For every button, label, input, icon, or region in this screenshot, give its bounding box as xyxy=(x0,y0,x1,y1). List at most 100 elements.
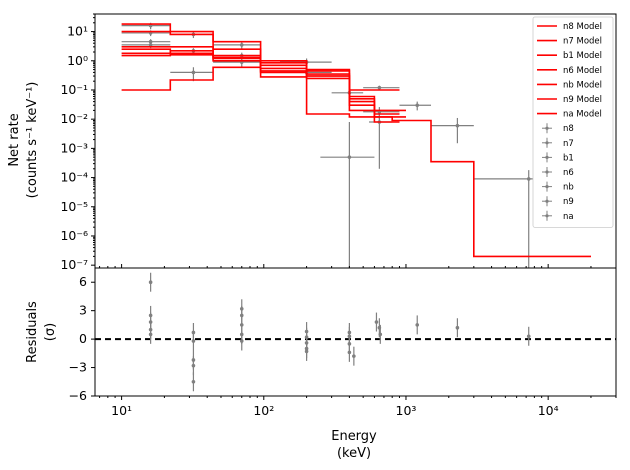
residual-point xyxy=(415,315,420,335)
top-ytick-label: 10⁰ xyxy=(67,53,88,68)
legend-data-marker xyxy=(545,214,549,218)
top-ytick-label: 10⁻⁶ xyxy=(60,228,88,243)
top-ytick-label: 10¹ xyxy=(67,24,88,39)
top-plot-area xyxy=(121,22,591,268)
legend-model-label: nb Model xyxy=(563,80,602,90)
residual-point xyxy=(191,331,196,351)
residual-point xyxy=(191,372,196,392)
data-point-marker xyxy=(526,177,531,181)
residual-point xyxy=(455,318,460,338)
bottom-ytick-label: −6 xyxy=(69,388,87,403)
data-point-marker xyxy=(347,155,352,159)
residual-marker xyxy=(148,332,153,337)
residual-point xyxy=(239,331,244,351)
legend-data-marker xyxy=(545,155,549,159)
bottom-ylabel-unit: (σ) xyxy=(43,323,58,341)
bottom-frame xyxy=(94,267,617,397)
model-line xyxy=(121,46,400,123)
data-point-marker xyxy=(148,39,153,44)
legend-model-label: n7 Model xyxy=(563,37,602,47)
top-ytick-label: 10⁻¹ xyxy=(60,82,88,97)
residual-marker xyxy=(378,332,383,337)
legend-box xyxy=(532,16,614,228)
xlabel: Energy xyxy=(331,429,377,444)
residual-marker xyxy=(148,280,153,285)
residuals-panel: 10¹ 10² 10³ 10⁴ −6 −3 0 3 6 xyxy=(69,267,617,418)
residual-point xyxy=(526,326,531,346)
data-point xyxy=(213,41,261,50)
bottom-ylabel: Residuals xyxy=(25,301,40,363)
legend-data-marker xyxy=(545,199,549,203)
legend-data-label: n7 xyxy=(563,139,574,149)
legend-data-label: na xyxy=(563,212,574,222)
residual-point xyxy=(304,341,309,361)
legend-data-marker xyxy=(545,126,549,130)
data-point-marker xyxy=(415,103,420,108)
xtick-label: 10⁴ xyxy=(538,403,559,418)
legend-model-label: n9 Model xyxy=(563,95,602,105)
legend-data-marker xyxy=(545,141,549,145)
xlabel-unit: (keV) xyxy=(337,446,371,461)
top-ytick-label: 10⁻⁴ xyxy=(60,170,88,185)
bottom-ytick-label: −3 xyxy=(69,360,87,375)
residual-marker xyxy=(352,354,356,358)
data-point xyxy=(213,58,261,68)
bottom-ytick-label: 6 xyxy=(79,274,87,289)
xtick-label: 10¹ xyxy=(111,403,132,418)
residual-marker xyxy=(455,325,460,330)
top-ylabel: Net rate xyxy=(7,113,22,166)
residual-marker xyxy=(191,363,196,368)
legend-data-marker xyxy=(545,185,549,189)
legend-data-label: n8 xyxy=(563,124,574,134)
bottom-ytick-label: 3 xyxy=(79,303,87,318)
data-point xyxy=(121,39,171,45)
residual-point xyxy=(148,324,153,344)
residual-marker xyxy=(415,323,420,327)
data-point-marker xyxy=(455,123,460,128)
residual-marker xyxy=(239,339,244,343)
residual-marker xyxy=(374,320,379,324)
legend-data-label: b1 xyxy=(563,153,574,163)
top-ytick-label: 10⁻⁷ xyxy=(60,257,88,272)
residual-point xyxy=(148,272,153,292)
data-point-marker xyxy=(148,43,153,47)
data-point xyxy=(170,67,214,82)
data-point-marker xyxy=(239,43,244,47)
legend-data-label: n6 xyxy=(563,168,574,178)
legend-model-label: n6 Model xyxy=(563,66,602,76)
residual-point xyxy=(352,346,356,366)
legend-data-marker xyxy=(545,170,549,174)
bottom-ytick-label: 0 xyxy=(79,331,87,346)
data-point-marker xyxy=(377,85,382,90)
top-ytick-label: 10⁻⁵ xyxy=(60,199,88,214)
top-ytick-label: 10⁻² xyxy=(60,111,88,126)
top-ytick-label: 10⁻³ xyxy=(60,140,88,155)
legend-data-label: nb xyxy=(563,183,574,193)
residual-point xyxy=(191,356,196,376)
data-point-marker xyxy=(191,70,196,75)
data-point xyxy=(431,117,474,144)
residual-point xyxy=(374,312,379,332)
xtick-label: 10² xyxy=(253,403,274,418)
residual-marker xyxy=(191,379,196,384)
data-point xyxy=(320,122,375,268)
residual-point xyxy=(347,342,352,362)
legend-data-label: n9 xyxy=(563,197,574,207)
bottom-plot-area xyxy=(95,272,616,392)
legend: n8 Model n7 Model b1 Model n6 Model nb Model… xyxy=(532,16,614,228)
top-ylabel-unit: (counts s⁻¹ keV⁻¹) xyxy=(25,82,40,199)
legend-model-label: n8 Model xyxy=(563,22,602,32)
model-line xyxy=(121,66,591,258)
data-point xyxy=(399,101,432,111)
legend-model-label: b1 Model xyxy=(563,51,602,61)
xtick-label: 10³ xyxy=(396,403,417,418)
model-line xyxy=(121,23,406,118)
residual-marker xyxy=(304,349,309,354)
model-line xyxy=(121,30,406,112)
residual-marker xyxy=(347,350,352,355)
residual-point xyxy=(378,324,383,344)
residual-marker xyxy=(191,339,196,343)
legend-model-label: na Model xyxy=(563,110,602,120)
model-line xyxy=(121,48,400,115)
